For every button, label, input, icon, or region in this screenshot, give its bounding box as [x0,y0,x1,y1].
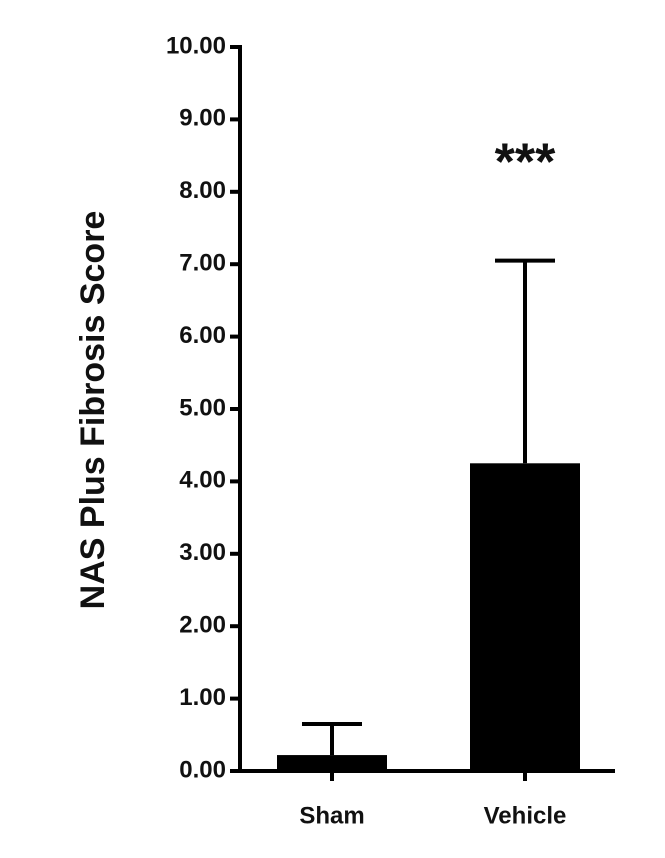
y-tick-label: 0.00 [179,756,226,783]
annotation: *** [495,134,556,192]
y-tick-label: 2.00 [179,612,226,639]
bar [470,463,580,771]
y-tick-label: 6.00 [179,322,226,349]
y-tick-label: 8.00 [179,177,226,204]
y-axis-title: NAS Plus Fibrosis Score [74,211,112,610]
y-tick-label: 7.00 [179,250,226,277]
x-tick-label: Vehicle [484,802,567,829]
y-tick-label: 1.00 [179,684,226,711]
y-tick-label: 5.00 [179,394,226,421]
error-bar [495,258,555,464]
y-tick-label: 9.00 [179,105,226,132]
x-tick-label: Sham [299,802,364,829]
bar [277,755,387,771]
y-tick-label: 10.00 [166,32,226,59]
y-tick-label: 3.00 [179,539,226,566]
y-tick-label: 4.00 [179,467,226,494]
error-bar [302,721,362,756]
